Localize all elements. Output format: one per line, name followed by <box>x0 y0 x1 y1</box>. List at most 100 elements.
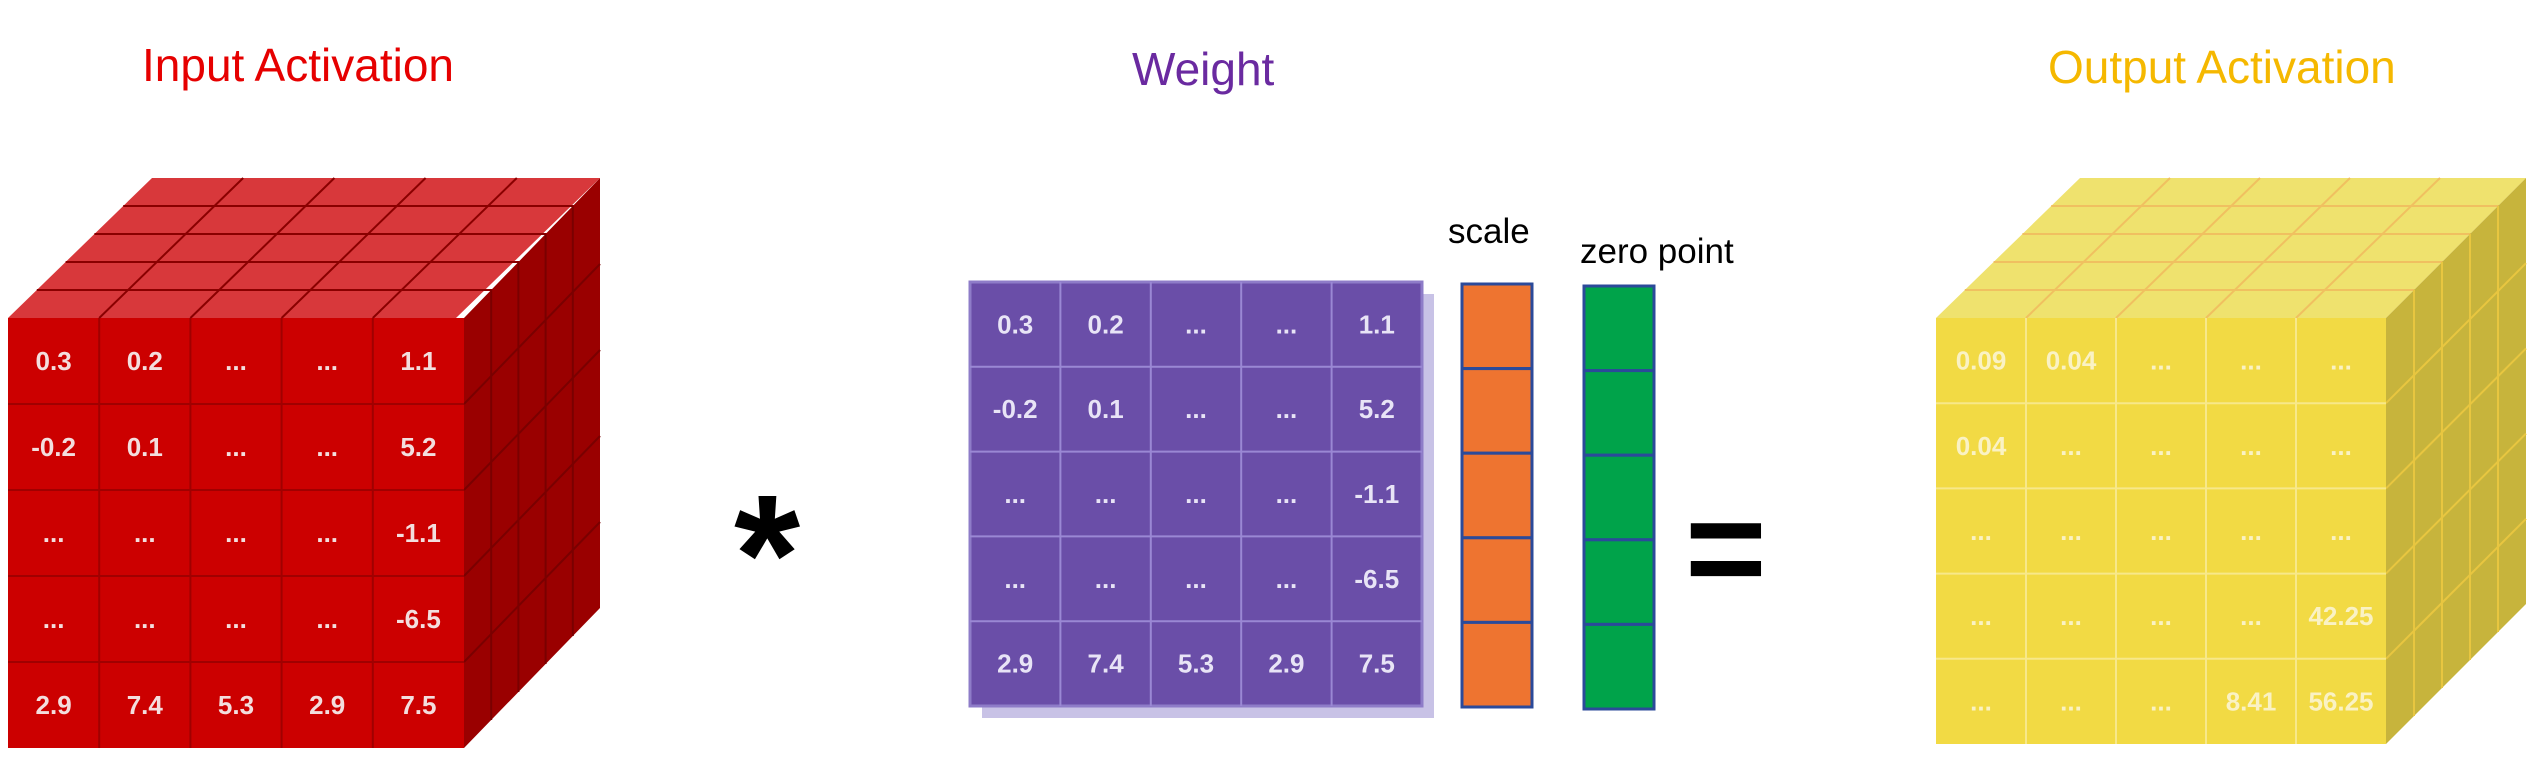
weight-cell-value: ... <box>1004 479 1026 509</box>
weight-cell-value: -1.1 <box>1354 479 1399 509</box>
input-cell-value: ... <box>316 346 338 376</box>
scale-label: scale <box>1448 212 1530 251</box>
input-cell-value: -6.5 <box>396 604 441 634</box>
zero-point-cell <box>1582 538 1656 626</box>
output-cell-value: ... <box>2150 601 2172 631</box>
input-cell-value: ... <box>134 518 156 548</box>
input-cell-value: -1.1 <box>396 518 441 548</box>
input-cell-value: 7.4 <box>127 690 164 720</box>
weight-cell-value: ... <box>1095 564 1117 594</box>
weight-cell-value: ... <box>1095 479 1117 509</box>
zero-point-cell <box>1582 453 1656 542</box>
input-cube: 0.3 0.2...... 1.1 -0.2 0.1...... 5.2.........… <box>8 177 601 748</box>
input-cell-value: ... <box>225 604 247 634</box>
input-cube-top-face <box>8 178 600 318</box>
zero-point-label: zero point <box>1580 232 1734 271</box>
weight-matrix: 0.3 0.2...... 1.1 -0.2 0.1...... 5.2.........… <box>968 280 1434 718</box>
output-cell-value: ... <box>2060 431 2082 461</box>
input-cell-value: ... <box>225 518 247 548</box>
output-cube: 0.09 0.04...... ... 0.04...................… <box>1936 177 2527 744</box>
input-cube-side-face <box>464 178 600 748</box>
input-cell-value: ... <box>316 518 338 548</box>
input-cell-value: 1.1 <box>400 346 436 376</box>
weight-cell-value: 0.2 <box>1088 309 1124 339</box>
input-cell-value: ... <box>316 604 338 634</box>
output-cell-value: 0.04 <box>2046 346 2097 376</box>
scale-cell <box>1460 282 1534 371</box>
scale-cell <box>1460 536 1534 624</box>
input-cube-front-face <box>8 318 464 748</box>
output-cell-value: 56.25 <box>2308 686 2373 716</box>
output-cell-value: ... <box>2330 516 2352 546</box>
input-cell-value: 5.2 <box>400 432 436 462</box>
output-cell-value: ... <box>1970 516 1992 546</box>
scale-cell <box>1460 367 1534 455</box>
weight-cell-value: ... <box>1004 564 1026 594</box>
output-cube-top-face <box>1936 178 2526 318</box>
output-cell-value: ... <box>1970 686 1992 716</box>
weight-values: 0.3 0.2...... 1.1 -0.2 0.1...... 5.2.........… <box>993 309 1399 678</box>
weight-cell-value: -6.5 <box>1354 564 1399 594</box>
weight-cell-value: ... <box>1185 479 1207 509</box>
weight-cell-value: ... <box>1185 394 1207 424</box>
weight-cell-value: ... <box>1276 394 1298 424</box>
equals-operator: = <box>1685 469 1767 626</box>
zero-point-cell <box>1582 622 1656 711</box>
scale-cell <box>1460 620 1534 709</box>
weight-cell-value: 7.4 <box>1088 649 1125 679</box>
input-cell-value: 0.2 <box>127 346 163 376</box>
weight-cell-value: 0.1 <box>1088 394 1124 424</box>
output-cell-value: ... <box>2060 516 2082 546</box>
output-cell-value: 8.41 <box>2226 686 2277 716</box>
input-cell-value: 7.5 <box>400 690 436 720</box>
input-cell-value: 0.1 <box>127 432 163 462</box>
weight-cell-value: 5.2 <box>1359 394 1395 424</box>
weight-cell-value: ... <box>1185 309 1207 339</box>
weight-cell-value: 5.3 <box>1178 649 1214 679</box>
output-cube-front-face <box>1936 318 2386 744</box>
input-cell-value: 2.9 <box>309 690 345 720</box>
zero-point-cell <box>1582 284 1656 373</box>
output-cell-value: ... <box>2240 431 2262 461</box>
weight-cell-value: 0.3 <box>997 309 1033 339</box>
output-cell-value: ... <box>2240 516 2262 546</box>
output-cell-value: ... <box>2150 346 2172 376</box>
scale-vector <box>1460 282 1534 709</box>
scale-cell <box>1460 451 1534 540</box>
output-cube-side-face <box>2386 178 2526 744</box>
weight-cell-value: 1.1 <box>1359 309 1395 339</box>
input-values: 0.3 0.2...... 1.1 -0.2 0.1...... 5.2.........… <box>31 346 441 720</box>
output-cell-value: ... <box>2060 601 2082 631</box>
zero-point-vector <box>1582 284 1656 711</box>
zero-point-cell <box>1582 369 1656 457</box>
input-activation-title: Input Activation <box>142 39 454 91</box>
weight-cell-value: 2.9 <box>997 649 1033 679</box>
output-cell-value: ... <box>2150 516 2172 546</box>
output-cell-value: ... <box>2240 601 2262 631</box>
input-cell-value: -0.2 <box>31 432 76 462</box>
weight-cell-value: ... <box>1276 564 1298 594</box>
output-cell-value: ... <box>2330 346 2352 376</box>
input-cell-value: ... <box>43 604 65 634</box>
input-cell-value: ... <box>134 604 156 634</box>
output-activation-title: Output Activation <box>2048 41 2396 93</box>
output-cell-value: ... <box>2150 431 2172 461</box>
output-cell-value: ... <box>1970 601 1992 631</box>
weight-cell-value: ... <box>1276 309 1298 339</box>
weight-cell-value: 7.5 <box>1359 649 1395 679</box>
input-cell-value: 2.9 <box>36 690 72 720</box>
weight-cell-value: ... <box>1276 479 1298 509</box>
input-cell-value: ... <box>225 432 247 462</box>
output-cell-value: ... <box>2330 431 2352 461</box>
output-cell-value: 0.09 <box>1956 346 2007 376</box>
output-cell-value: ... <box>2150 686 2172 716</box>
weight-front-face <box>968 280 1424 708</box>
weight-cell-value: 2.9 <box>1268 649 1304 679</box>
output-cell-value: ... <box>2240 346 2262 376</box>
input-cell-value: 5.3 <box>218 690 254 720</box>
weight-title: Weight <box>1132 43 1275 95</box>
input-cell-value: ... <box>316 432 338 462</box>
weight-cell-value: ... <box>1185 564 1207 594</box>
weight-cell-value: -0.2 <box>993 394 1038 424</box>
